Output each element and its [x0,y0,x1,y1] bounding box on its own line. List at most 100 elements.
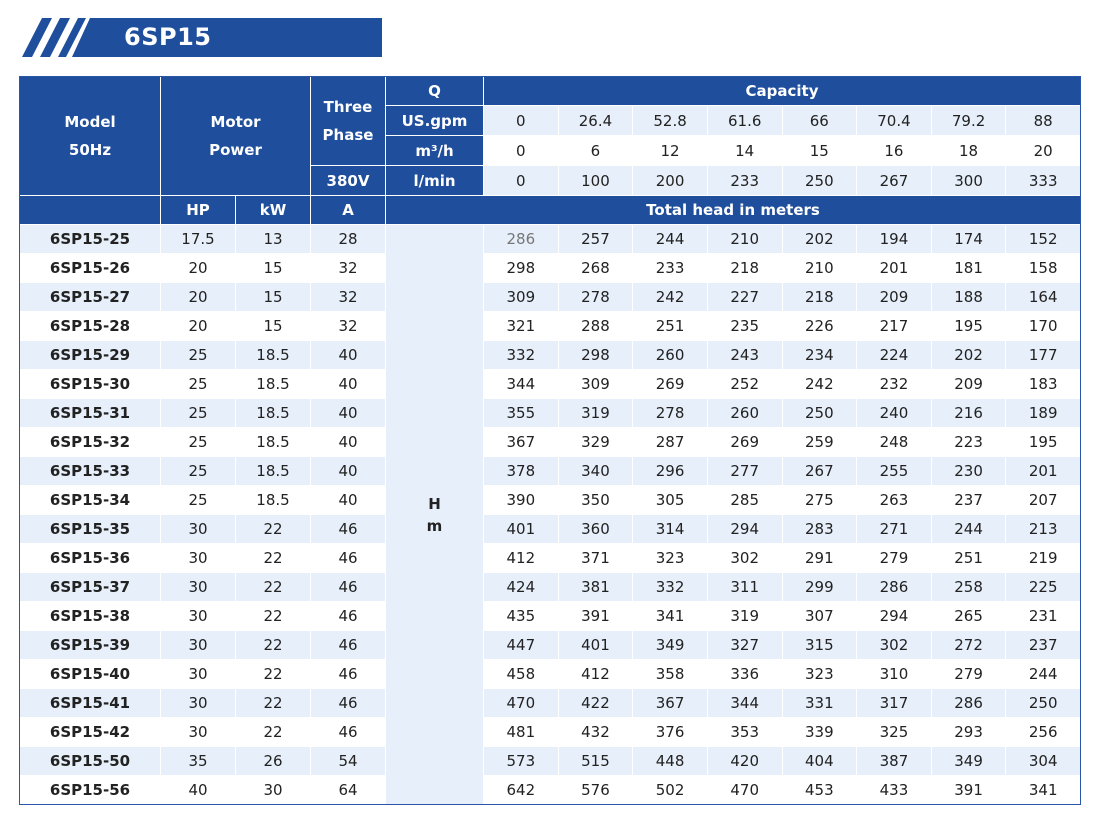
row-head-value: 210 [782,254,857,282]
row-head-value: 298 [558,341,633,369]
row-head-value: 353 [707,718,782,746]
row-amps: 40 [311,341,385,369]
capacity-us-gpm-value: 26.4 [558,106,633,135]
row-head-value: 278 [633,399,707,427]
row-model: 6SP15-26 [20,254,160,282]
row-model: 6SP15-38 [20,602,160,630]
row-amps: 46 [311,660,385,688]
row-head-value: 294 [857,602,931,630]
row-head-value: 317 [857,689,931,717]
header-unit-lmin: l/min [386,166,483,195]
row-head-value: 296 [633,457,707,485]
row-head-value: 350 [558,486,633,514]
row-head-value: 275 [782,486,857,514]
row-head-value: 183 [1006,370,1080,398]
row-head-value: 435 [484,602,558,630]
row-head-value: 283 [782,515,857,543]
row-head-value: 344 [484,370,558,398]
row-head-value: 250 [1006,689,1080,717]
row-model: 6SP15-29 [20,341,160,369]
row-amps: 46 [311,718,385,746]
header-motor-power: Motor Power [161,77,310,195]
row-hp: 25 [161,457,235,485]
row-head-value: 311 [707,573,782,601]
row-head-value: 217 [857,312,931,340]
row-kw: 22 [236,718,310,746]
page-title: 6SP15 [124,23,212,51]
row-model: 6SP15-34 [20,486,160,514]
header-a: A [311,196,385,224]
row-amps: 46 [311,515,385,543]
row-kw: 22 [236,631,310,659]
row-head-value: 360 [558,515,633,543]
row-model: 6SP15-56 [20,776,160,804]
capacity-m3h-value: 6 [558,136,633,165]
capacity-lmin-value: 300 [931,166,1006,195]
row-model: 6SP15-39 [20,631,160,659]
row-head-value: 234 [782,341,857,369]
row-head-value: 227 [707,283,782,311]
row-model: 6SP15-32 [20,428,160,456]
row-kw: 13 [236,225,310,253]
row-hp: 20 [161,254,235,282]
row-head-value: 219 [1006,544,1080,572]
row-hp: 30 [161,515,235,543]
row-kw: 15 [236,254,310,282]
row-head-value: 332 [484,341,558,369]
row-model: 6SP15-30 [20,370,160,398]
row-head-value: 260 [633,341,707,369]
header-unit-usgpm: US.gpm [386,106,483,135]
capacity-lmin-value: 200 [633,166,707,195]
capacity-us-gpm-value: 0 [484,106,558,135]
row-amps: 64 [311,776,385,804]
row-amps: 32 [311,312,385,340]
row-head-value: 293 [931,718,1006,746]
row-amps: 54 [311,747,385,775]
row-head-value: 224 [857,341,931,369]
row-hp: 25 [161,341,235,369]
row-amps: 40 [311,486,385,514]
row-head-value: 259 [782,428,857,456]
row-head-value: 424 [484,573,558,601]
row-head-value: 181 [931,254,1006,282]
row-head-value: 258 [931,573,1006,601]
row-model: 6SP15-35 [20,515,160,543]
row-head-value: 209 [931,370,1006,398]
row-head-value: 307 [782,602,857,630]
row-head-value: 470 [484,689,558,717]
row-head-value: 209 [857,283,931,311]
row-head-value: 401 [558,631,633,659]
capacity-us-gpm-value: 61.6 [707,106,782,135]
header-blank [20,196,160,224]
row-head-value: 332 [633,573,707,601]
row-head-value: 412 [558,660,633,688]
row-head-value: 325 [857,718,931,746]
row-head-value: 340 [558,457,633,485]
row-hp: 35 [161,747,235,775]
header-model-label: Model [64,113,116,131]
row-head-value: 232 [857,370,931,398]
title-banner: 6SP15 [20,18,382,57]
row-model: 6SP15-50 [20,747,160,775]
row-head-value: 458 [484,660,558,688]
row-head-value: 231 [1006,602,1080,630]
row-head-value: 573 [484,747,558,775]
row-head-value: 235 [707,312,782,340]
row-model: 6SP15-28 [20,312,160,340]
row-head-value: 240 [857,399,931,427]
header-phase-label: Phase [322,126,374,144]
row-kw: 18.5 [236,341,310,369]
row-hp: 30 [161,689,235,717]
row-head-value: 216 [931,399,1006,427]
row-head-value: 323 [782,660,857,688]
row-head-value: 286 [931,689,1006,717]
row-head-value: 341 [633,602,707,630]
header-kw: kW [236,196,310,224]
row-head-value: 285 [707,486,782,514]
row-head-value: 355 [484,399,558,427]
row-head-value: 309 [558,370,633,398]
row-kw: 15 [236,312,310,340]
row-head-value: 367 [484,428,558,456]
row-head-value: 319 [558,399,633,427]
row-model: 6SP15-37 [20,573,160,601]
